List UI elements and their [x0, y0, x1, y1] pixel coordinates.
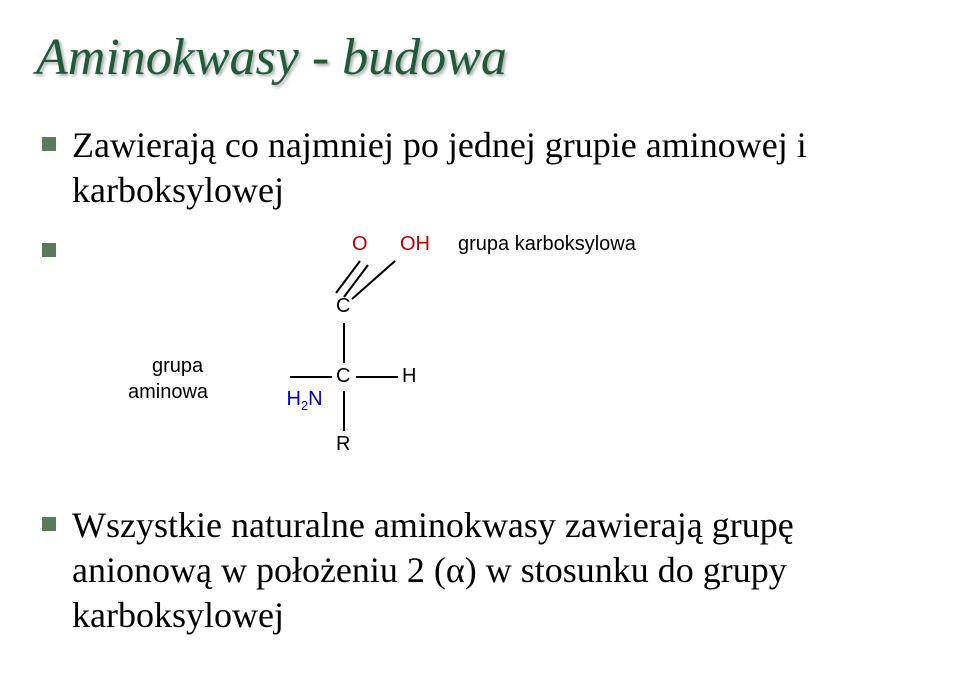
chemical-structure-diagram: O OH grupa karboksylowa C grupa aminowa … — [72, 239, 672, 479]
slide-title: Aminokwasy - budowa — [36, 28, 924, 87]
label-amino-l2: aminowa — [128, 381, 208, 404]
group-r: R — [336, 433, 350, 456]
h2n-n: N — [308, 388, 322, 410]
bullet-icon — [42, 517, 56, 531]
atom-c-top: C — [336, 295, 350, 318]
bullet-icon — [42, 137, 56, 151]
atom-h-right: H — [402, 365, 416, 388]
bullet-icon — [42, 243, 56, 257]
bullet-1: Zawierają co najmniej po jednej grupie a… — [42, 123, 924, 213]
label-carboxyl: grupa karboksylowa — [458, 233, 636, 256]
atom-c-mid: C — [336, 365, 350, 388]
atom-o: O — [352, 233, 368, 256]
bullet-2-empty: O OH grupa karboksylowa C grupa aminowa … — [42, 239, 924, 479]
group-oh: OH — [400, 233, 430, 256]
bullet-1-text: Zawierają co najmniej po jednej grupie a… — [72, 123, 924, 213]
bullet-3-text: Wszystkie naturalne aminokwasy zawierają… — [72, 503, 924, 638]
group-h2n: H2N — [242, 365, 323, 436]
h2n-h: H — [286, 388, 300, 410]
bullet-3: Wszystkie naturalne aminokwasy zawierają… — [42, 503, 924, 638]
slide: Aminokwasy - budowa Zawierają co najmnie… — [0, 0, 960, 687]
label-amino-l1: grupa — [152, 355, 203, 378]
